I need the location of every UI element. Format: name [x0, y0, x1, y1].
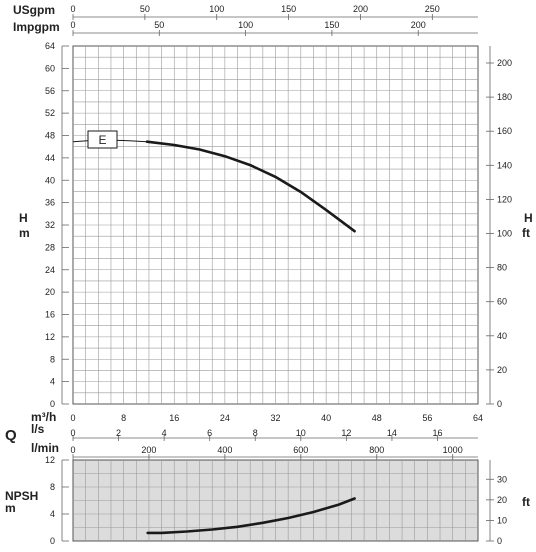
head-left-label-m: m — [19, 226, 30, 240]
head-left-tick-label: 12 — [45, 332, 55, 342]
head-left-tick-label: 0 — [50, 399, 55, 409]
head-left-tick-label: 52 — [45, 108, 55, 118]
head-right-tick-label: 200 — [497, 58, 512, 68]
head-right-tick-label: 160 — [497, 126, 512, 136]
head-left-label-h: H — [19, 211, 28, 225]
m3h-label: m³/h — [31, 410, 56, 424]
head-left-tick-label: 36 — [45, 198, 55, 208]
m3h-tick-label: 48 — [372, 413, 382, 423]
lmin-tick-label: 400 — [217, 445, 232, 455]
usgpm-tick-label: 50 — [140, 4, 150, 14]
head-left-tick-label: 40 — [45, 175, 55, 185]
lmin-tick-label: 1000 — [443, 445, 463, 455]
head-left-tick-label: 64 — [45, 41, 55, 51]
m3h-tick-label: 0 — [70, 413, 75, 423]
lmin-tick-label: 200 — [141, 445, 156, 455]
ls-tick-label: 16 — [432, 428, 442, 438]
npsh-left-tick-label: 12 — [45, 455, 55, 465]
series-e-label: E — [98, 133, 106, 147]
ls-label: l/s — [31, 422, 45, 436]
head-right-tick-label: 100 — [497, 229, 512, 239]
impgpm-label: Impgpm — [13, 20, 60, 34]
head-right-tick-label: 40 — [497, 331, 507, 341]
head-curve-e — [145, 140, 356, 233]
head-right-tick-label: 140 — [497, 160, 512, 170]
ls-tick-label: 6 — [207, 428, 212, 438]
ls-tick-label: 8 — [253, 428, 258, 438]
head-left-tick-label: 28 — [45, 242, 55, 252]
npsh-left-tick-label: 4 — [50, 509, 55, 519]
axes — [61, 14, 494, 542]
usgpm-tick-label: 0 — [70, 4, 75, 14]
npsh-left-tick-label: 0 — [50, 536, 55, 546]
npsh-right-tick-label: 30 — [497, 474, 507, 484]
impgpm-tick-label: 0 — [70, 20, 75, 30]
ls-tick-label: 4 — [162, 428, 167, 438]
npsh-label: NPSH — [5, 489, 38, 503]
usgpm-tick-label: 250 — [425, 4, 440, 14]
head-right-tick-label: 20 — [497, 365, 507, 375]
head-right-tick-label: 180 — [497, 92, 512, 102]
npsh-unit-m: m — [5, 501, 16, 515]
m3h-tick-label: 32 — [270, 413, 280, 423]
head-right-tick-label: 0 — [497, 399, 502, 409]
lmin-tick-label: 0 — [70, 445, 75, 455]
ls-tick-label: 0 — [70, 428, 75, 438]
head-left-tick-label: 44 — [45, 153, 55, 163]
lmin-tick-label: 800 — [369, 445, 384, 455]
m3h-tick-label: 56 — [422, 413, 432, 423]
usgpm-tick-label: 200 — [353, 4, 368, 14]
head-right-label-ft: ft — [522, 226, 530, 240]
ls-tick-label: 12 — [341, 428, 351, 438]
usgpm-label: USgpm — [13, 3, 55, 17]
head-left-tick-label: 32 — [45, 220, 55, 230]
head-left-tick-label: 48 — [45, 131, 55, 141]
head-left-tick-label: 4 — [50, 377, 55, 387]
head-left-tick-label: 20 — [45, 287, 55, 297]
impgpm-tick-label: 50 — [154, 20, 164, 30]
head-left-tick-label: 60 — [45, 63, 55, 73]
npsh-right-tick-label: 0 — [497, 536, 502, 546]
m3h-tick-label: 40 — [321, 413, 331, 423]
npsh-left-tick-label: 8 — [50, 482, 55, 492]
usgpm-tick-label: 100 — [209, 4, 224, 14]
impgpm-tick-label: 200 — [411, 20, 426, 30]
ls-tick-label: 2 — [116, 428, 121, 438]
head-left-tick-label: 24 — [45, 265, 55, 275]
flow-q-symbol: Q — [5, 427, 17, 444]
npsh-right-tick-label: 20 — [497, 495, 507, 505]
m3h-tick-label: 16 — [169, 413, 179, 423]
usgpm-tick-label: 150 — [281, 4, 296, 14]
head-left-tick-label: 56 — [45, 86, 55, 96]
npsh-curve — [146, 497, 356, 535]
npsh-unit-ft: ft — [522, 495, 530, 509]
ls-tick-label: 10 — [296, 428, 306, 438]
m3h-tick-label: 8 — [121, 413, 126, 423]
head-right-tick-label: 60 — [497, 297, 507, 307]
series-e-label-box: E — [87, 130, 118, 149]
npsh-right-tick-label: 10 — [497, 515, 507, 525]
head-left-tick-label: 8 — [50, 354, 55, 364]
axis-unit-labels: USgpm Impgpm m³/h l/s l/min Q H m H ft N… — [5, 3, 533, 515]
head-right-tick-label: 120 — [497, 194, 512, 204]
gridlines — [73, 46, 478, 541]
ls-tick-label: 14 — [387, 428, 397, 438]
m3h-tick-label: 64 — [473, 413, 483, 423]
impgpm-tick-label: 100 — [238, 20, 253, 30]
lmin-tick-label: 600 — [293, 445, 308, 455]
m3h-tick-label: 24 — [220, 413, 230, 423]
head-left-tick-label: 16 — [45, 310, 55, 320]
lmin-label: l/min — [31, 441, 59, 455]
head-right-label-h: H — [524, 211, 533, 225]
head-right-tick-label: 80 — [497, 263, 507, 273]
impgpm-tick-label: 150 — [324, 20, 339, 30]
